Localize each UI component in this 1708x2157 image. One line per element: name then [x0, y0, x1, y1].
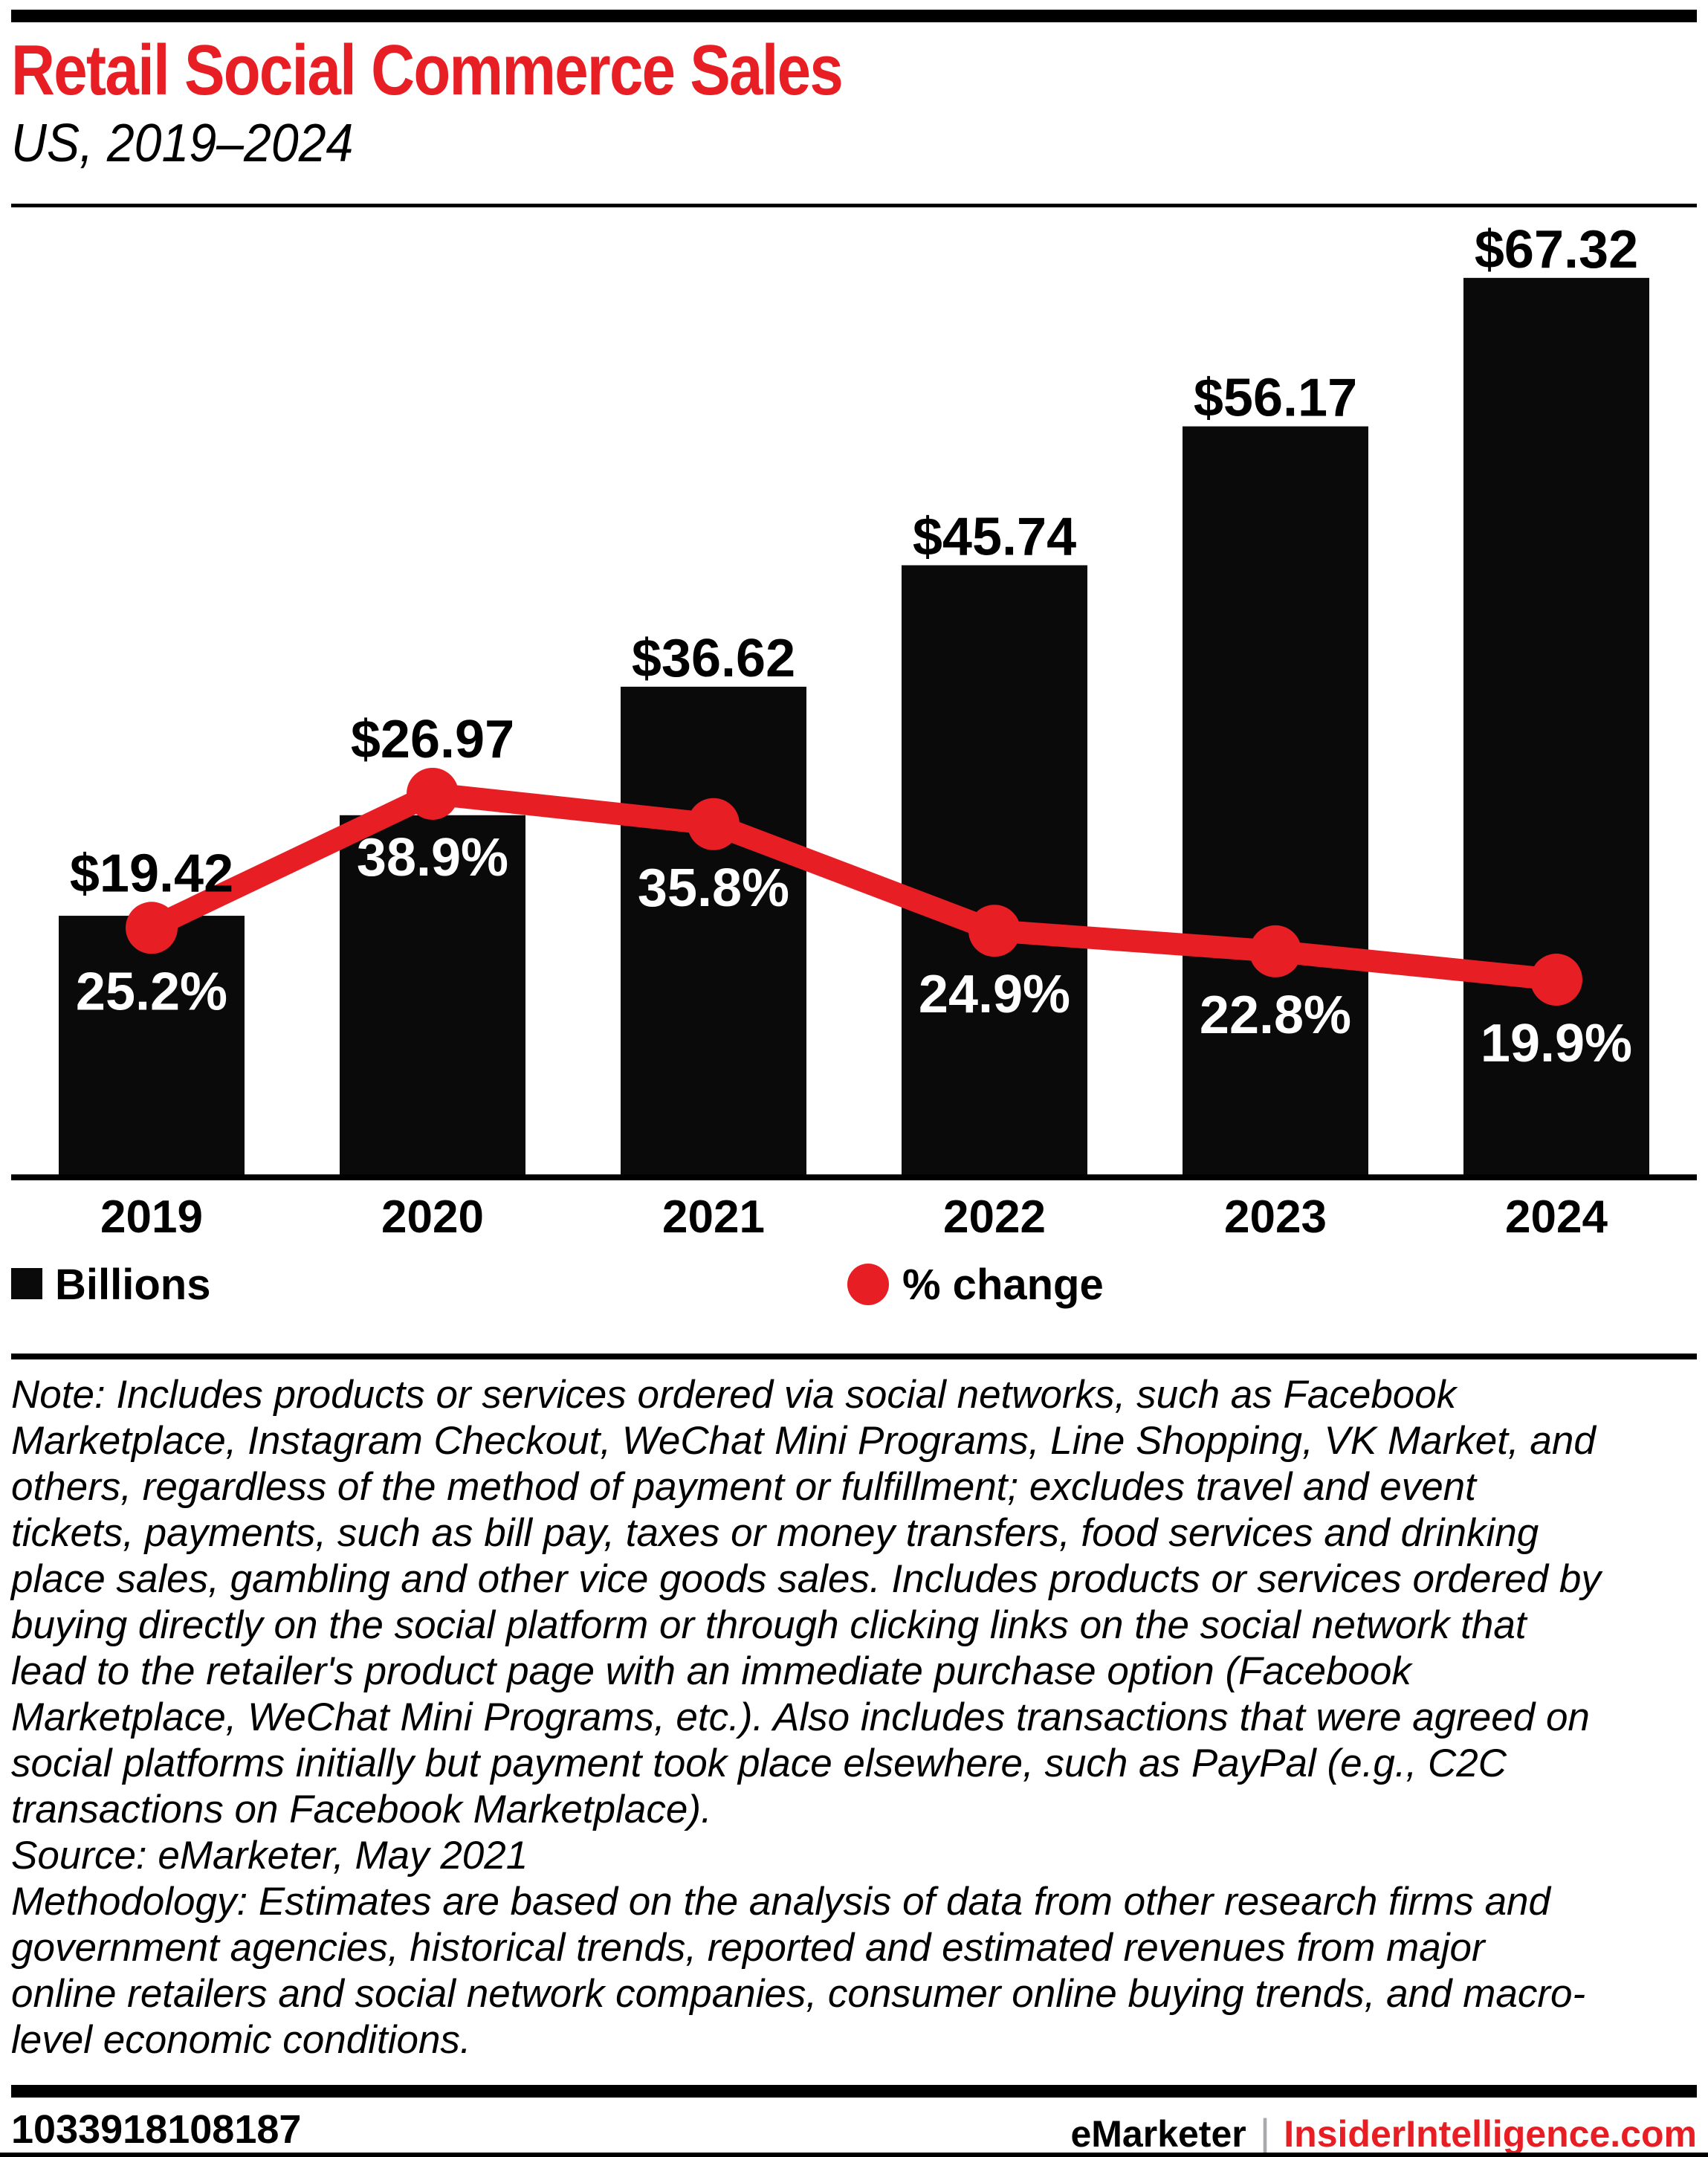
pct-change-dot-2023 [1249, 925, 1301, 977]
legend-circle-swatch-pct-change [847, 1264, 889, 1305]
bar-value-label-2019: $19.42 [70, 844, 233, 903]
x-tick-2021: 2021 [662, 1191, 765, 1243]
pct-value-label-2020: 38.9% [357, 828, 508, 887]
source-line: Source: eMarketer, May 2021 [11, 1834, 528, 1878]
note-line-1: Note: Includes products or services orde… [11, 1373, 1457, 1417]
insider-intelligence-link[interactable]: InsiderIntelligence.com [1284, 2112, 1697, 2155]
x-axis-line [11, 1174, 1697, 1180]
footer-separator: | [1259, 2110, 1271, 2157]
chart-title: Retail Social Commerce Sales [11, 30, 844, 110]
pct-change-dot-2024 [1530, 954, 1582, 1006]
legend-label-billions: Billions [55, 1261, 211, 1309]
bottom-border [0, 2153, 1708, 2157]
bar-value-label-2020: $26.97 [351, 710, 514, 769]
methodology-line-2: government agencies, historical trends, … [11, 1926, 1485, 1970]
bar-value-label-2024: $67.32 [1475, 220, 1638, 279]
pct-value-label-2022: 24.9% [919, 965, 1070, 1024]
pct-change-line [140, 782, 1568, 992]
bar-2023 [1183, 426, 1368, 1180]
note-line-7: lead to the retailer's product page with… [11, 1649, 1411, 1693]
bar-value-label-2021: $36.62 [632, 629, 795, 688]
bar-2020 [340, 815, 525, 1180]
methodology-line-4: level economic conditions. [11, 2018, 471, 2062]
x-tick-2022: 2022 [943, 1191, 1046, 1243]
note-line-6: buying directly on the social platform o… [11, 1603, 1527, 1647]
chart-plot-area: $19.42 $26.97 $36.62 $45.74 $56.17 $67.32 25.2… [11, 220, 1697, 1180]
bar-2019 [59, 916, 245, 1180]
footer-accent-bar [11, 2085, 1697, 2098]
bar-2022 [902, 565, 1087, 1180]
bar-value-label-2023: $56.17 [1194, 369, 1357, 428]
note-line-9: social platforms initially but payment t… [11, 1742, 1507, 1785]
pct-change-dot-2022 [968, 905, 1020, 957]
chart-subtitle: US, 2019–2024 [11, 114, 354, 173]
note-line-8: Marketplace, WeChat Mini Programs, etc.)… [11, 1695, 1590, 1739]
methodology-line-1: Methodology: Estimates are based on the … [11, 1880, 1551, 1924]
bar-2021 [621, 686, 806, 1180]
notes-divider [11, 1354, 1697, 1359]
pct-value-label-2019: 25.2% [76, 962, 227, 1021]
note-line-5: place sales, gambling and other vice goo… [11, 1557, 1601, 1601]
top-accent-bar [11, 10, 1697, 22]
note-line-10: transactions on Facebook Marketplace). [11, 1788, 712, 1831]
legend-label-pct-change: % change [902, 1261, 1104, 1309]
footer-brands: eMarketer | InsiderIntelligence.com [1070, 2109, 1697, 2157]
bar-value-label-2022: $45.74 [913, 507, 1076, 566]
header-divider [11, 204, 1697, 207]
x-tick-2020: 2020 [381, 1191, 484, 1243]
bar-2024 [1463, 277, 1649, 1180]
legend-square-swatch-billions [11, 1268, 42, 1299]
pct-change-dot-2021 [688, 798, 740, 850]
chart-id: 1033918108187 [11, 2107, 302, 2152]
methodology-line-3: online retailers and social network comp… [11, 1972, 1586, 2016]
pct-change-dot-2019 [126, 902, 178, 954]
x-tick-2024: 2024 [1505, 1191, 1608, 1243]
x-tick-2019: 2019 [100, 1191, 203, 1243]
emarketer-logo: eMarketer [1070, 2112, 1246, 2155]
pct-value-label-2023: 22.8% [1200, 986, 1351, 1045]
pct-value-label-2024: 19.9% [1481, 1014, 1632, 1073]
note-line-2: Marketplace, Instagram Checkout, WeChat … [11, 1419, 1596, 1463]
x-tick-2023: 2023 [1224, 1191, 1327, 1243]
footnote-block: Note: Includes products or services orde… [11, 1372, 1697, 2063]
pct-value-label-2021: 35.8% [638, 858, 789, 918]
note-line-4: tickets, payments, such as bill pay, tax… [11, 1511, 1539, 1555]
pct-change-dot-2020 [407, 767, 459, 820]
note-line-3: others, regardless of the method of paym… [11, 1465, 1476, 1509]
